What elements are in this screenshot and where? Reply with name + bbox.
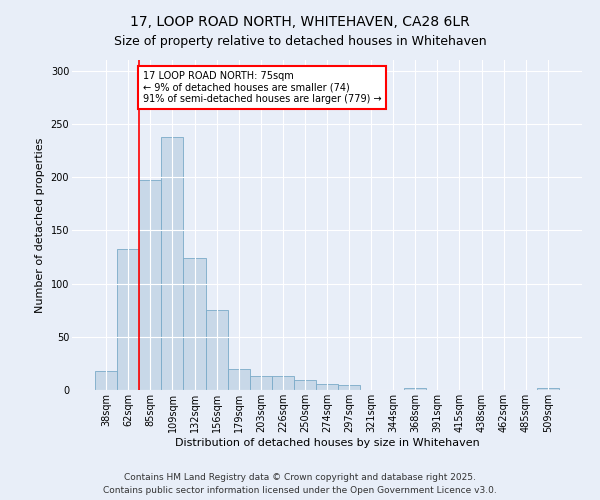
Text: Contains HM Land Registry data © Crown copyright and database right 2025.
Contai: Contains HM Land Registry data © Crown c… xyxy=(103,474,497,495)
Bar xyxy=(95,371,117,390)
Bar xyxy=(404,388,427,390)
Bar xyxy=(250,376,272,390)
Text: Size of property relative to detached houses in Whitehaven: Size of property relative to detached ho… xyxy=(113,35,487,48)
Bar xyxy=(206,310,227,390)
Bar xyxy=(117,250,139,390)
Bar xyxy=(227,368,250,390)
Bar xyxy=(316,384,338,390)
Bar xyxy=(294,380,316,390)
Bar xyxy=(161,136,184,390)
Bar xyxy=(338,384,360,390)
Text: 17 LOOP ROAD NORTH: 75sqm
← 9% of detached houses are smaller (74)
91% of semi-d: 17 LOOP ROAD NORTH: 75sqm ← 9% of detach… xyxy=(143,70,381,104)
Bar xyxy=(184,258,206,390)
Bar xyxy=(139,180,161,390)
X-axis label: Distribution of detached houses by size in Whitehaven: Distribution of detached houses by size … xyxy=(175,438,479,448)
Y-axis label: Number of detached properties: Number of detached properties xyxy=(35,138,45,312)
Bar xyxy=(537,388,559,390)
Text: 17, LOOP ROAD NORTH, WHITEHAVEN, CA28 6LR: 17, LOOP ROAD NORTH, WHITEHAVEN, CA28 6L… xyxy=(130,15,470,29)
Bar xyxy=(272,376,294,390)
